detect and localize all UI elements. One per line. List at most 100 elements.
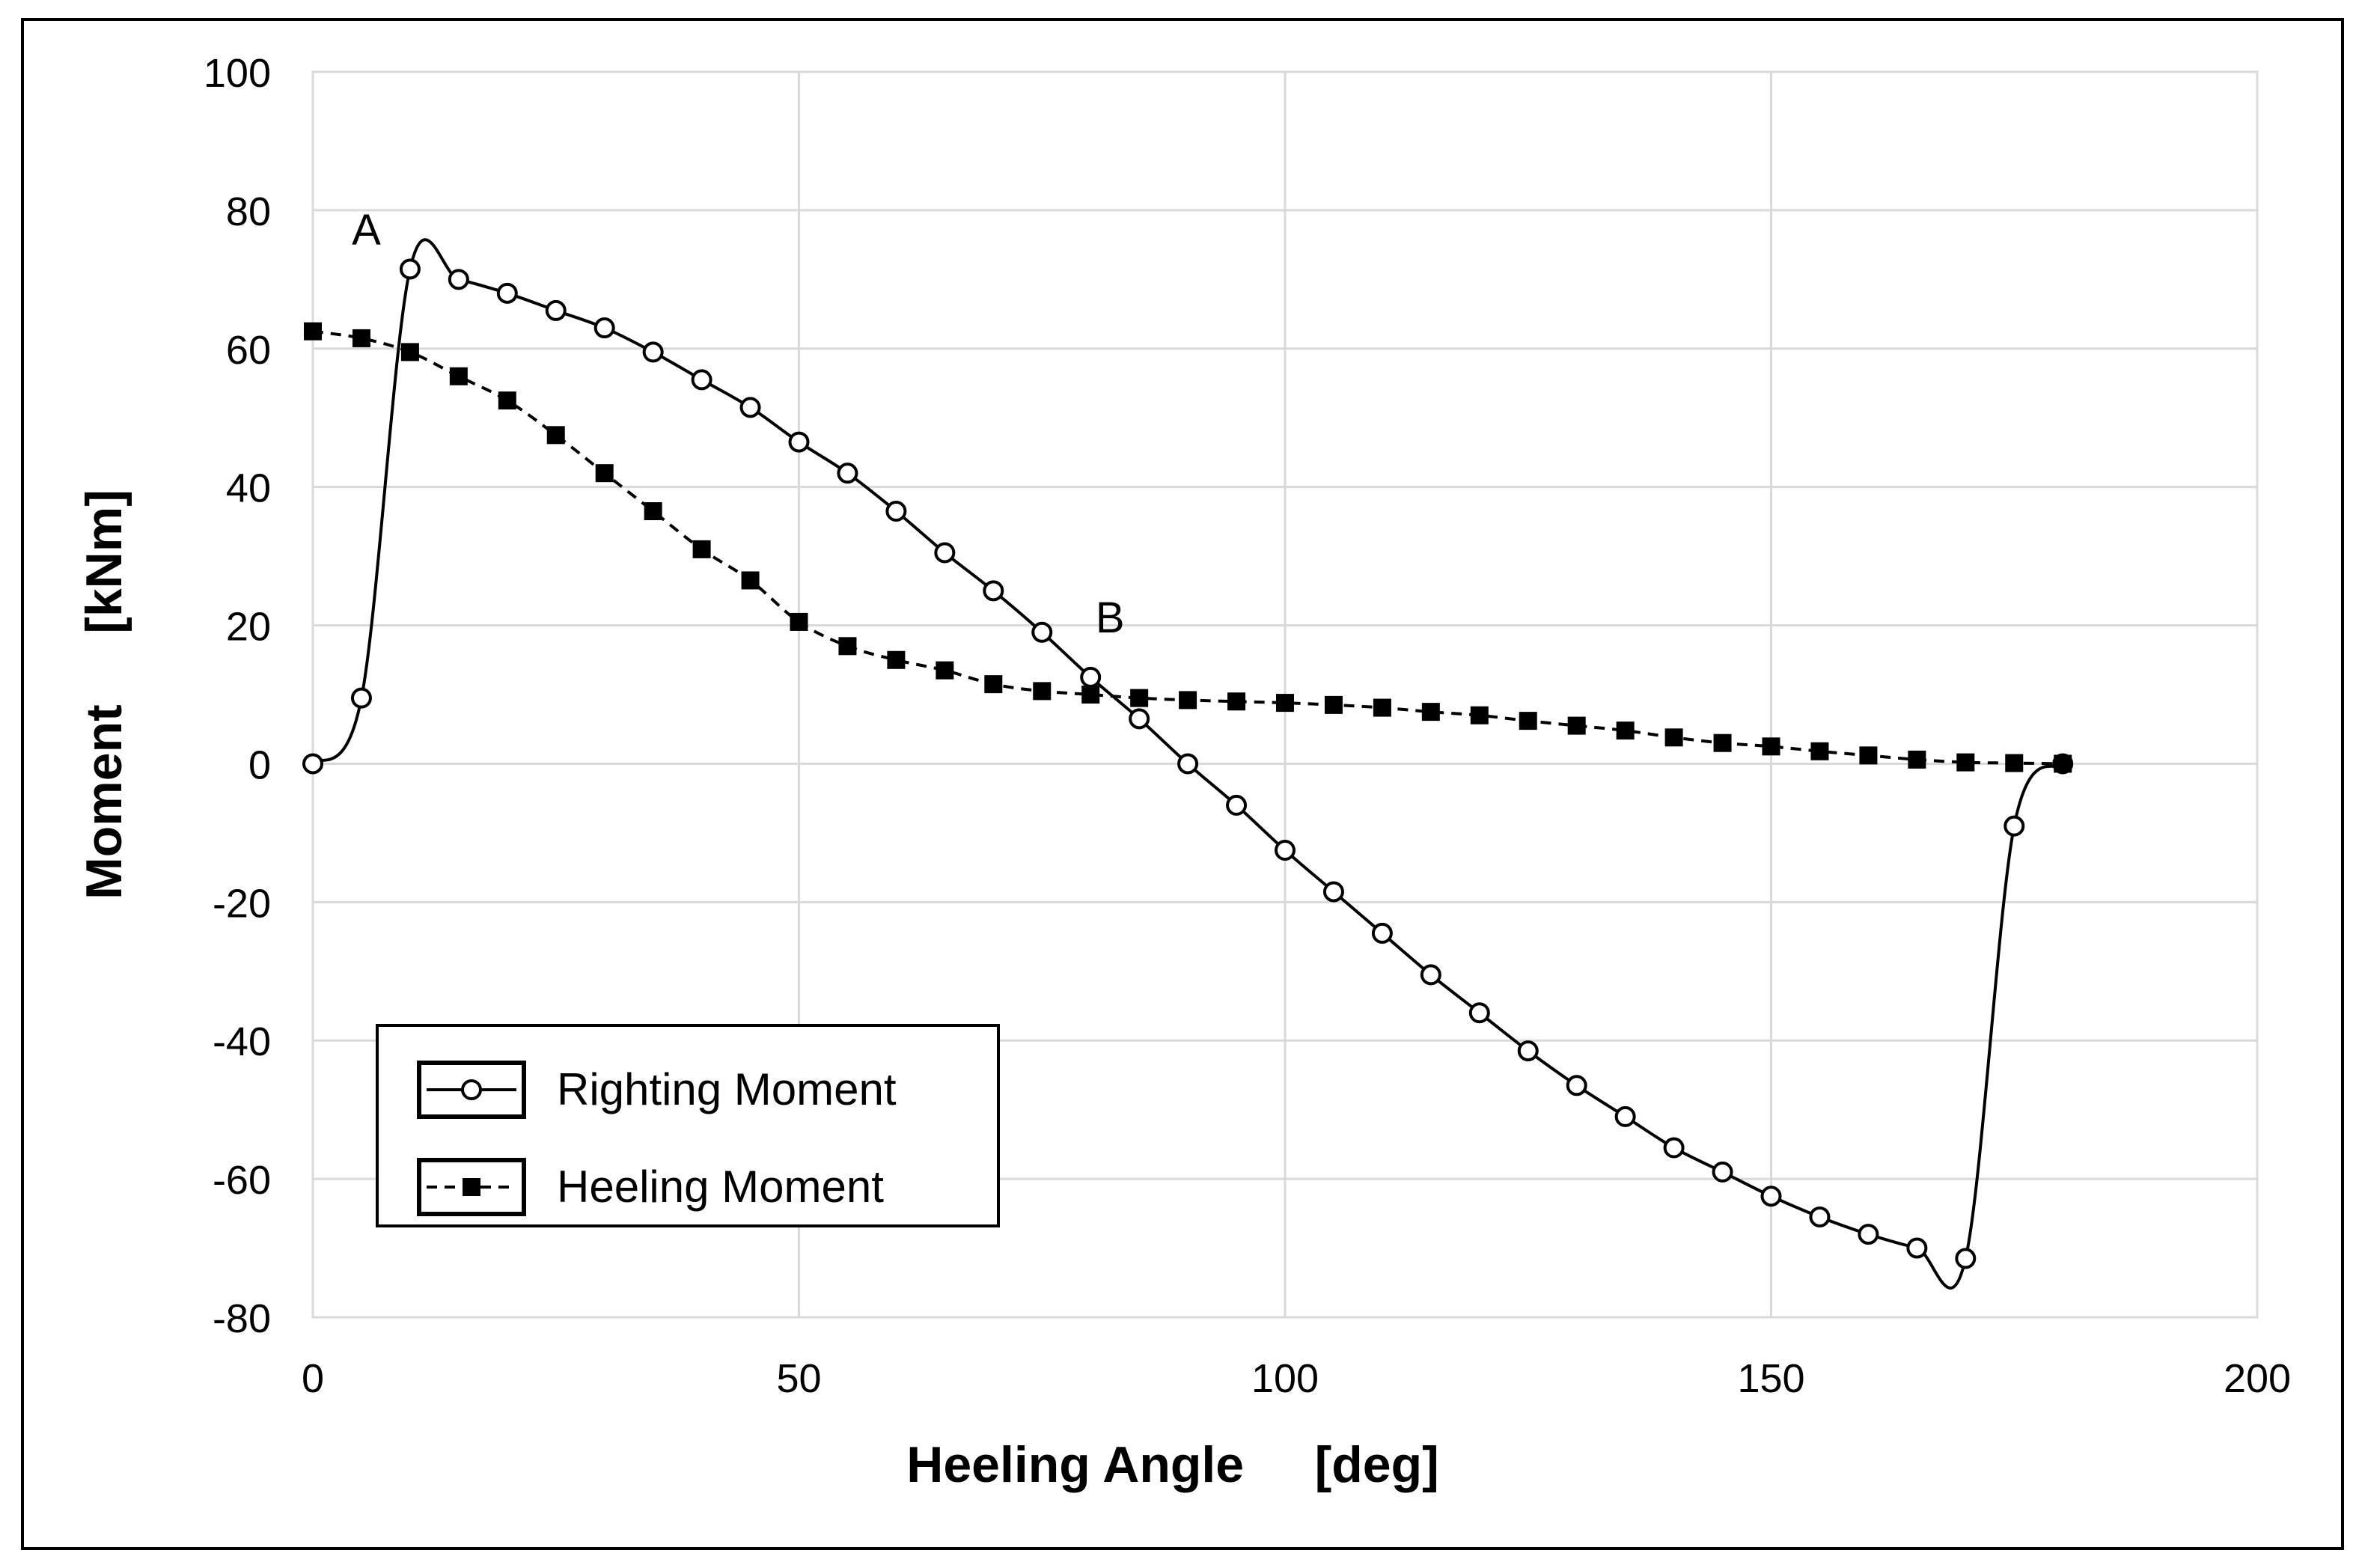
annotation-a: A	[352, 206, 381, 254]
y-tick-label: -60	[213, 1158, 271, 1203]
data-point	[1810, 742, 1829, 760]
data-point	[1616, 722, 1635, 740]
data-point	[1712, 1161, 1733, 1183]
data-point	[2005, 754, 2024, 772]
series-0	[302, 238, 2074, 1290]
data-point	[1519, 712, 1537, 730]
data-point	[1762, 737, 1780, 756]
data-point	[1033, 682, 1052, 701]
legend-label-heeling-moment: Heeling Moment	[557, 1162, 884, 1212]
legend-marker-righting-moment	[461, 1079, 482, 1100]
data-point	[1324, 695, 1343, 714]
data-point	[1906, 1237, 1928, 1259]
data-point	[1713, 733, 1732, 752]
data-point	[644, 502, 662, 521]
data-point	[1373, 698, 1391, 717]
legend-label-righting-moment: Righting Moment	[557, 1064, 897, 1114]
data-point	[546, 426, 565, 445]
data-point	[1567, 716, 1586, 735]
data-point	[1322, 881, 1344, 903]
x-tick-label: 150	[1737, 1356, 1804, 1401]
data-point	[1760, 1186, 1782, 1207]
data-point	[1859, 746, 1878, 765]
y-tick-label: -40	[213, 1019, 271, 1064]
data-point	[1664, 728, 1683, 747]
y-tick-label: 80	[226, 189, 271, 234]
data-point	[936, 661, 954, 680]
data-point	[302, 753, 323, 775]
data-point	[1421, 703, 1440, 722]
data-point	[1956, 753, 1975, 772]
data-point	[2054, 754, 2072, 773]
x-axis-tick-labels: 0 50 100 150 200	[302, 1356, 2291, 1401]
data-point	[1468, 1002, 1490, 1024]
data-point	[448, 269, 469, 290]
data-point	[1614, 1105, 1636, 1127]
data-point	[983, 580, 1004, 602]
data-point	[1227, 692, 1246, 711]
series-layer	[302, 238, 2074, 1290]
legend-entry-heeling-moment: Heeling Moment	[417, 1158, 884, 1216]
data-point	[496, 282, 518, 304]
annotations: AB	[352, 206, 1124, 642]
y-tick-label: -20	[213, 881, 271, 926]
data-point	[1031, 621, 1053, 643]
data-point	[304, 322, 322, 341]
y-axis-tick-labels: -80 -60 -40 -20 0 20 40 60 80 100	[204, 51, 271, 1341]
data-point	[788, 431, 810, 453]
data-point	[498, 391, 516, 410]
data-point	[595, 464, 614, 483]
x-tick-label: 0	[302, 1356, 324, 1401]
y-tick-label: -80	[213, 1296, 271, 1341]
data-point	[1517, 1040, 1539, 1062]
y-axis-title: Moment [kNm]	[76, 489, 132, 900]
data-point	[1566, 1075, 1587, 1096]
data-point	[449, 367, 468, 385]
data-point	[399, 258, 421, 280]
x-axis-title: Heeling Angle [deg]	[906, 1436, 1439, 1493]
data-point	[2004, 815, 2025, 837]
data-point	[885, 501, 907, 522]
data-point	[1226, 794, 1248, 816]
y-tick-label: 60	[226, 328, 271, 373]
data-point	[642, 341, 664, 363]
data-point	[739, 397, 761, 418]
data-point	[1276, 694, 1294, 713]
plot-area	[311, 70, 2259, 1319]
data-point	[1663, 1137, 1685, 1159]
x-tick-label: 100	[1251, 1356, 1319, 1401]
data-point	[691, 369, 712, 391]
y-tick-label: 20	[226, 605, 271, 650]
data-point	[887, 650, 906, 669]
data-point	[1371, 922, 1393, 944]
data-point	[1908, 750, 1926, 769]
annotation-b: B	[1096, 594, 1125, 642]
data-point	[1420, 964, 1441, 986]
legend-marker-heeling-moment	[463, 1178, 480, 1196]
data-point	[593, 317, 615, 339]
series-1	[304, 322, 2072, 773]
data-point	[741, 571, 760, 590]
data-point	[838, 637, 857, 656]
data-point	[352, 329, 370, 347]
data-point	[692, 540, 711, 558]
data-point	[1130, 689, 1149, 707]
data-point	[934, 542, 956, 564]
data-point	[790, 612, 808, 631]
data-point	[984, 675, 1003, 694]
y-tick-label: 100	[204, 51, 271, 96]
data-point	[1080, 666, 1102, 688]
data-point	[350, 687, 372, 709]
x-tick-label: 50	[776, 1356, 821, 1401]
y-tick-label: 40	[226, 466, 271, 511]
y-tick-label: 0	[248, 742, 271, 787]
data-point	[1858, 1224, 1879, 1245]
data-point	[837, 463, 858, 484]
data-point	[1275, 840, 1296, 861]
data-point	[1177, 753, 1199, 775]
x-tick-label: 200	[2224, 1356, 2291, 1401]
data-point	[1129, 708, 1150, 730]
data-point	[1470, 706, 1489, 724]
